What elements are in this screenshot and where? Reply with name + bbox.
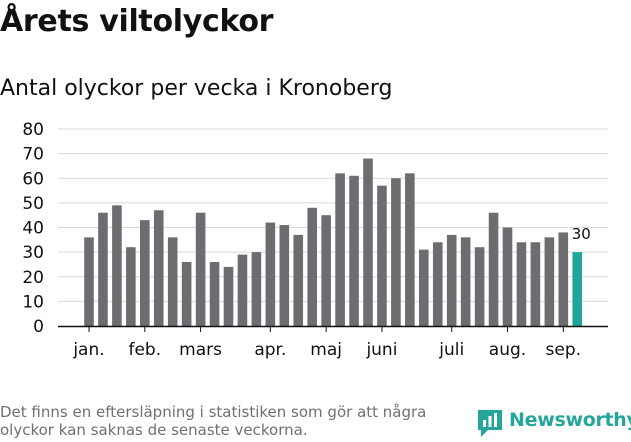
bar [474,247,485,326]
y-tick-label: 60 [22,169,44,189]
bar [446,234,457,326]
y-tick-label: 50 [22,194,44,214]
bar [419,249,429,326]
data-label: 30 [572,225,591,243]
bar [251,252,262,326]
bar [126,247,136,326]
x-tick-label: feb. [128,340,161,360]
x-tick-label: maj [310,340,342,360]
x-tick-label: juli [438,340,464,360]
bar [181,261,192,326]
x-tick-label: juni [365,340,397,360]
y-tick-label: 40 [22,219,44,239]
bar [293,234,304,326]
y-tick-label: 70 [22,145,44,165]
bar [279,225,290,326]
y-tick-label: 0 [33,317,44,337]
chart-subtitle: Antal olyckor per vecka i Kronoberg [0,76,393,101]
bar [391,178,401,326]
chart-title: Årets viltolyckor [0,4,274,39]
bar [237,254,248,326]
bar [377,185,387,326]
bar [544,237,555,326]
newsworthy-logo[interactable]: Newsworthy [476,408,631,438]
x-tick-label: sep. [546,340,582,360]
y-tick-label: 30 [22,243,44,263]
y-tick-label: 10 [22,292,44,312]
bar [558,232,569,326]
bar [335,173,345,326]
bar [432,242,443,326]
bar [488,212,499,326]
bar [84,237,94,326]
y-tick-label: 80 [22,120,44,140]
bar [516,242,527,326]
bar [530,242,541,326]
x-tick-label: aug. [489,340,526,360]
newsworthy-chart-icon [478,410,502,437]
y-tick-label: 20 [22,268,44,288]
bar [460,237,471,326]
bar [265,222,276,326]
bar-chart: 0 10 20 30 40 50 60 70 80 30 jan. feb. mars apr. maj ju… [22,120,608,360]
logo-text: Newsworthy [509,409,631,431]
bar [112,205,122,326]
footnote: Det finns en eftersläpning i statistiken… [0,403,427,439]
bar-highlight [572,252,583,326]
bar [502,227,513,326]
bar [349,175,359,326]
bar [307,207,317,326]
bar [140,220,150,326]
bar [195,212,206,326]
x-tick-label: jan. [72,340,104,360]
x-tick-label: apr. [254,340,286,360]
bar [223,266,234,326]
bar [405,173,415,326]
bar [153,210,164,326]
bar [167,237,178,326]
bar [98,212,108,326]
bar [321,215,331,326]
bar [363,158,373,326]
x-tick-label: mars [179,340,222,360]
bar [209,261,220,326]
